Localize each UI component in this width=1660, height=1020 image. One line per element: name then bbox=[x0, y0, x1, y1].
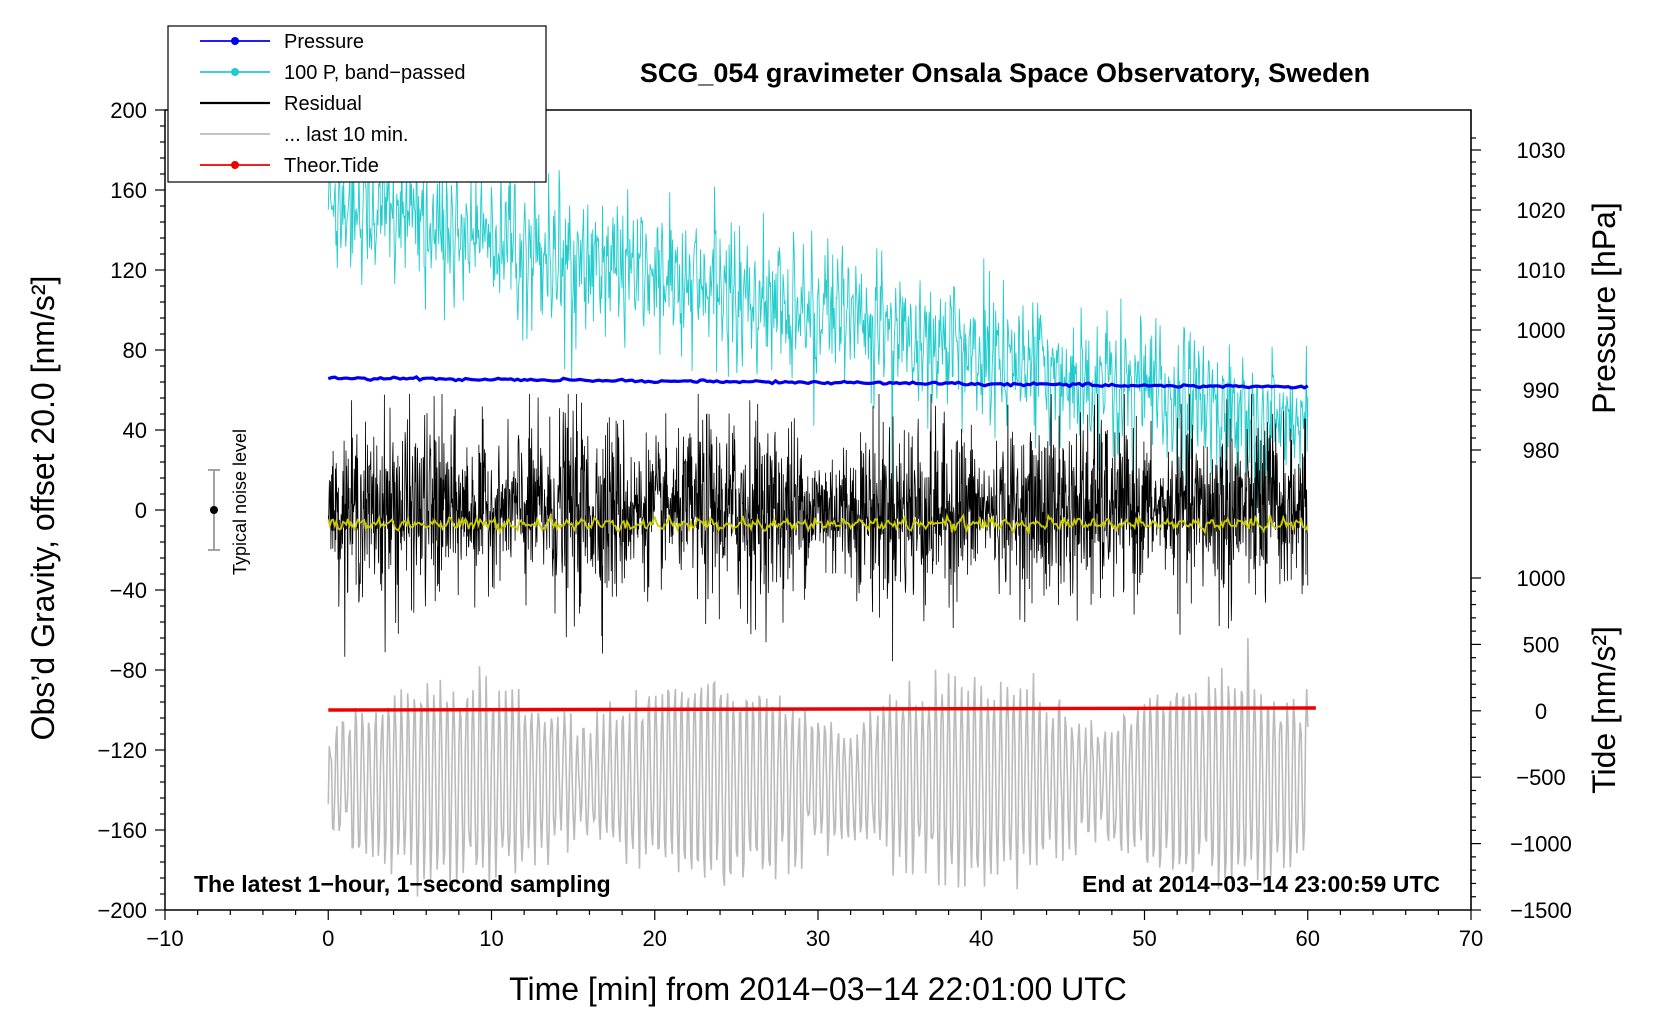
annotation-end-time: End at 2014−03−14 23:00:59 UTC bbox=[1082, 871, 1440, 897]
y-axis-title-pressure: Pressure [hPa] bbox=[1586, 202, 1622, 414]
legend-label: 100 P, band−passed bbox=[284, 62, 465, 84]
y-tick-label: −160 bbox=[97, 818, 147, 843]
y-tick-label: −200 bbox=[97, 898, 147, 923]
x-tick-label: 20 bbox=[643, 926, 667, 951]
pressure-tick-label: 1000 bbox=[1517, 318, 1566, 343]
tide-tick-label: 0 bbox=[1535, 699, 1547, 724]
legend-label: ... last 10 min. bbox=[284, 124, 409, 146]
legend-swatch-dot bbox=[231, 37, 239, 45]
y-axis-tide: −1500 −1000 −500 0 500 1000 bbox=[1471, 566, 1572, 923]
x-tick-label: 10 bbox=[479, 926, 503, 951]
series-bandpassed-pressure-line bbox=[327, 133, 1309, 534]
x-tick-label: 30 bbox=[806, 926, 830, 951]
x-tick-label: 40 bbox=[969, 926, 993, 951]
y-tick-label: 80 bbox=[123, 338, 147, 363]
series-layer bbox=[327, 133, 1316, 897]
legend-label: Theor.Tide bbox=[284, 155, 379, 177]
noise-label: Typical noise level bbox=[230, 429, 250, 575]
legend: Pressure 100 P, band−passed Residual ... la… bbox=[167, 25, 547, 183]
y-tick-label: −80 bbox=[110, 658, 147, 683]
y-tick-label: 40 bbox=[123, 418, 147, 443]
x-tick-label: 50 bbox=[1132, 926, 1156, 951]
x-axis-title: Time [min] from 2014−03−14 22:01:00 UTC bbox=[509, 971, 1127, 1007]
series-last-10-min-line bbox=[327, 637, 1309, 897]
x-tick-label: 60 bbox=[1296, 926, 1320, 951]
y-tick-label: −120 bbox=[97, 738, 147, 763]
y-tick-label: 120 bbox=[110, 258, 147, 283]
pressure-tick-label: 990 bbox=[1523, 378, 1560, 403]
series-pressure-line bbox=[327, 374, 1309, 390]
legend-swatch-dot bbox=[231, 161, 239, 169]
legend-swatch-dot bbox=[231, 68, 239, 76]
y-tick-label: 200 bbox=[110, 98, 147, 123]
y-tick-label: 0 bbox=[135, 498, 147, 523]
y-axis-left: −200 −160 −120 −80 −40 0 40 80 120 160 200 bbox=[97, 98, 165, 923]
y-axis-title-left: Obs’d Gravity, offset 20.0 [nm/s²] bbox=[25, 276, 61, 741]
noise-marker: Typical noise level bbox=[207, 429, 250, 575]
tide-tick-label: −1500 bbox=[1510, 898, 1572, 923]
series-smoothed-residual-line bbox=[327, 512, 1309, 536]
tide-tick-label: 1000 bbox=[1517, 566, 1566, 591]
x-tick-label: −10 bbox=[146, 926, 183, 951]
chart-title: SCG_054 gravimeter Onsala Space Observat… bbox=[640, 58, 1370, 88]
series-theor-tide-line bbox=[328, 706, 1316, 712]
legend-label: Residual bbox=[284, 93, 362, 115]
pressure-tick-label: 1030 bbox=[1517, 138, 1566, 163]
legend-box bbox=[167, 25, 547, 183]
pressure-tick-label: 980 bbox=[1523, 438, 1560, 463]
y-tick-label: −40 bbox=[110, 578, 147, 603]
pressure-tick-label: 1010 bbox=[1517, 258, 1566, 283]
tide-tick-label: 500 bbox=[1523, 632, 1560, 657]
x-tick-label: 0 bbox=[322, 926, 334, 951]
noise-center-dot bbox=[209, 506, 218, 514]
series-residual-line bbox=[327, 393, 1309, 662]
x-axis: −10 0 10 20 30 40 50 60 70 bbox=[146, 910, 1483, 951]
annotation-sampling: The latest 1−hour, 1−second sampling bbox=[194, 871, 611, 897]
tide-tick-label: −1000 bbox=[1510, 832, 1572, 857]
y-axis-title-tide: Tide [nm/s²] bbox=[1586, 626, 1622, 794]
legend-label: Pressure bbox=[284, 31, 364, 53]
tide-tick-label: −500 bbox=[1516, 765, 1566, 790]
x-tick-label: 70 bbox=[1459, 926, 1483, 951]
pressure-tick-label: 1020 bbox=[1517, 198, 1566, 223]
y-tick-label: 160 bbox=[110, 178, 147, 203]
